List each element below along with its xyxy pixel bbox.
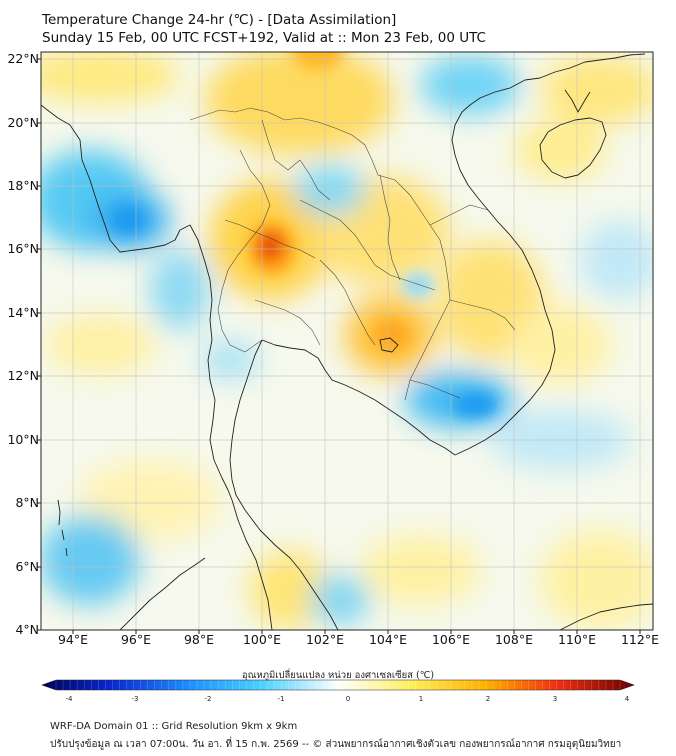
lon-label: 112°E: [620, 632, 659, 647]
lat-label: 4°N: [15, 622, 39, 637]
coastlines: [41, 53, 653, 630]
lon-label: 110°E: [557, 632, 596, 647]
lat-label: 20°N: [7, 115, 39, 130]
footer-credit: ปรับปรุงข้อมูล ณ เวลา 07:00น. วัน อา. ที…: [50, 739, 622, 750]
colorbar: [41, 679, 635, 691]
lon-label: 96°E: [120, 632, 152, 647]
lat-label: 16°N: [7, 241, 39, 256]
colorbar-tick: -2: [204, 695, 212, 703]
lat-label: 22°N: [7, 51, 39, 66]
footer-model-info: WRF-DA Domain 01 :: Grid Resolution 9km …: [50, 721, 298, 732]
colorbar-tick: -4: [65, 695, 73, 703]
colorbar-tick: 3: [552, 695, 558, 703]
lon-label: 108°E: [494, 632, 533, 647]
colorbar-label: อุณหภูมิเปลี่ยนแปลง หน่วย องศาเซลเซียส (…: [241, 670, 435, 681]
colorbar-tick: -1: [277, 695, 285, 703]
lat-label: 10°N: [7, 432, 39, 447]
axis-ticks: [37, 58, 641, 634]
lon-label: 94°E: [57, 632, 89, 647]
map-title: Temperature Change 24-hr (℃) - [Data Ass…: [42, 12, 397, 28]
map-subtitle: Sunday 15 Feb, 00 UTC FCST+192, Valid at…: [42, 30, 486, 46]
lon-label: 98°E: [183, 632, 215, 647]
lon-label: 100°E: [242, 632, 281, 647]
lon-label: 102°E: [305, 632, 344, 647]
temperature-field: [41, 52, 653, 630]
map-frame: [40, 51, 654, 631]
colorbar-tick: 4: [624, 695, 630, 703]
colorbar-tick: 0: [345, 695, 351, 703]
lon-label: 104°E: [368, 632, 407, 647]
colorbar-tick: -3: [131, 695, 139, 703]
lat-label: 6°N: [15, 559, 39, 574]
lon-label: 106°E: [431, 632, 470, 647]
borders: [189, 107, 516, 401]
colorbar-tick: 2: [485, 695, 491, 703]
lat-label: 8°N: [15, 495, 39, 510]
lat-label: 14°N: [7, 305, 39, 320]
lat-label: 12°N: [7, 368, 39, 383]
temperature-change-map: [37, 51, 654, 691]
colorbar-tick: 1: [418, 695, 424, 703]
graticule: [41, 52, 653, 630]
lat-label: 18°N: [7, 178, 39, 193]
